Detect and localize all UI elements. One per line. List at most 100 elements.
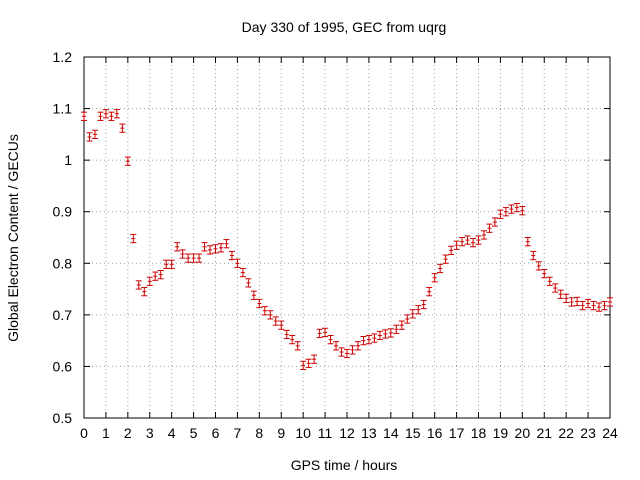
data-point: [141, 287, 148, 297]
data-point: [420, 299, 427, 310]
data-point: [261, 306, 268, 316]
data-point: [541, 268, 548, 279]
x-tick-label: 2: [124, 425, 132, 441]
data-point: [113, 109, 120, 119]
x-tick-label: 19: [493, 425, 509, 441]
data-point: [86, 132, 93, 142]
data-point: [207, 245, 214, 255]
data-point: [228, 250, 235, 261]
x-tick-label: 9: [277, 425, 285, 441]
y-tick-label: 0.9: [53, 204, 73, 220]
data-point: [157, 270, 164, 280]
data-point: [201, 242, 208, 252]
data-point: [102, 109, 109, 119]
data-point: [552, 283, 559, 293]
x-tick-label: 20: [515, 425, 531, 441]
data-point: [557, 289, 564, 299]
data-point: [486, 223, 493, 233]
x-axis-label: GPS time / hours: [291, 457, 398, 473]
data-point: [459, 237, 466, 247]
chart-title: Day 330 of 1995, GEC from uqrg: [242, 19, 447, 35]
data-point: [311, 354, 318, 364]
data-point: [448, 245, 455, 256]
data-point: [108, 111, 115, 121]
data-point: [256, 298, 263, 309]
data-point: [437, 263, 444, 274]
data-point: [289, 334, 296, 345]
data-point: [168, 259, 175, 269]
x-tick-label: 15: [405, 425, 421, 441]
data-point: [393, 324, 400, 334]
data-point: [333, 341, 340, 351]
data-point: [185, 253, 192, 263]
data-point: [354, 341, 361, 351]
data-point: [223, 239, 230, 249]
data-point: [272, 316, 279, 326]
data-point: [519, 206, 526, 216]
x-tick-label: 8: [255, 425, 263, 441]
data-points: [81, 109, 613, 371]
data-point: [491, 217, 498, 227]
x-tick-label: 6: [212, 425, 220, 441]
data-point: [245, 278, 252, 288]
y-axis-label: Global Electron Content / GECUs: [5, 134, 21, 342]
data-point: [300, 360, 307, 371]
data-point: [130, 233, 137, 244]
data-point: [574, 296, 581, 307]
data-point: [250, 290, 257, 300]
data-point: [502, 207, 509, 217]
data-point: [590, 300, 597, 311]
data-point: [497, 209, 504, 219]
x-tick-label: 10: [295, 425, 311, 441]
data-point: [212, 244, 219, 254]
data-point: [234, 258, 241, 268]
data-point: [546, 276, 553, 286]
x-tick-label: 4: [168, 425, 176, 441]
data-point: [365, 334, 372, 345]
data-point: [124, 156, 131, 166]
data-point: [179, 249, 186, 259]
x-tick-labels: 0 1 2 3 4 5 6 7 8 9 10 11 12 13 14 15 16 17 18 19 20 21 22 23 24: [80, 425, 618, 441]
data-point: [152, 271, 159, 281]
data-point: [470, 238, 477, 248]
data-point: [442, 254, 449, 264]
data-point: [349, 345, 356, 355]
data-point: [360, 336, 367, 346]
data-point: [376, 330, 383, 341]
data-point: [579, 300, 586, 311]
x-tick-label: 0: [80, 425, 88, 441]
x-tick-label: 16: [427, 425, 443, 441]
x-tick-label: 3: [146, 425, 154, 441]
data-point: [283, 329, 290, 340]
data-point: [344, 348, 350, 359]
data-point: [327, 334, 334, 345]
data-point: [217, 243, 224, 253]
data-point: [316, 328, 323, 339]
x-tick-label: 18: [471, 425, 487, 441]
x-tick-label: 21: [536, 425, 552, 441]
data-point: [163, 259, 170, 269]
data-point: [480, 230, 487, 240]
x-tick-label: 13: [361, 425, 377, 441]
y-tick-label: 1: [64, 152, 72, 168]
y-tick-labels: 0.5 0.6 0.7 0.8 0.9 1 1.1 1.2: [53, 49, 73, 426]
data-point: [535, 261, 542, 271]
data-point: [530, 250, 537, 261]
data-point: [382, 329, 389, 339]
y-tick-label: 1.2: [53, 49, 73, 65]
x-tick-label: 17: [449, 425, 465, 441]
data-point: [190, 253, 197, 263]
y-tick-label: 0.7: [53, 307, 73, 323]
y-tick-label: 0.8: [53, 255, 73, 271]
data-point: [278, 320, 285, 330]
data-point: [146, 276, 153, 286]
x-tick-label: 14: [383, 425, 399, 441]
x-tick-label: 12: [339, 425, 355, 441]
y-tick-label: 0.6: [53, 358, 73, 374]
data-point: [294, 341, 301, 351]
x-tick-label: 11: [318, 425, 333, 441]
x-tick-label: 24: [602, 425, 618, 441]
data-point: [524, 237, 531, 247]
data-point: [404, 314, 411, 324]
